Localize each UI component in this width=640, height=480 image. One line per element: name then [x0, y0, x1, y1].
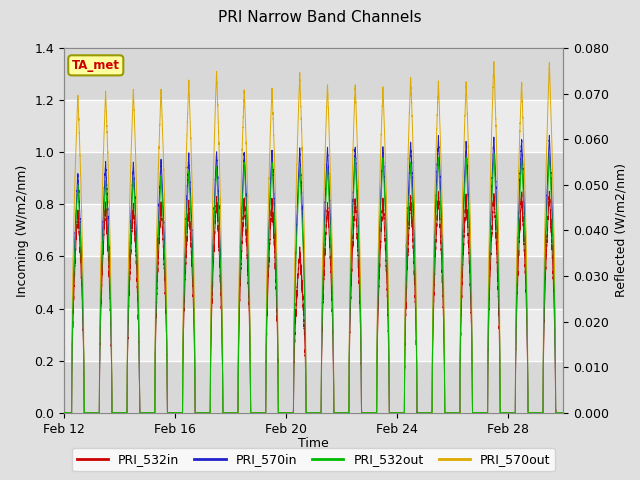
Text: PRI Narrow Band Channels: PRI Narrow Band Channels [218, 10, 422, 24]
Bar [64, 256, 563, 309]
Legend: PRI_532in, PRI_570in, PRI_532out, PRI_570out: PRI_532in, PRI_570in, PRI_532out, PRI_57… [72, 448, 556, 471]
Text: TA_met: TA_met [72, 59, 120, 72]
Bar [64, 48, 563, 100]
Y-axis label: Incoming (W/m2/nm): Incoming (W/m2/nm) [16, 164, 29, 297]
Y-axis label: Reflected (W/m2/nm): Reflected (W/m2/nm) [614, 163, 627, 298]
X-axis label: Time: Time [298, 437, 329, 450]
Bar [64, 360, 563, 413]
Bar [64, 152, 563, 204]
